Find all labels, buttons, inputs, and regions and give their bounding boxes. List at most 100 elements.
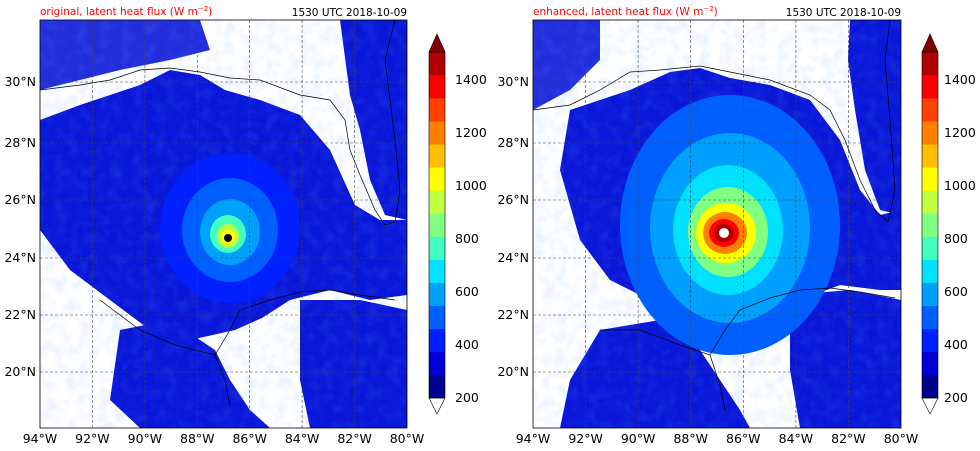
panel-title: enhanced, latent heat flux (W m−2)	[533, 5, 718, 18]
colorbar-frame	[921, 51, 939, 399]
x-tick-label: 88°W	[180, 431, 215, 446]
coastlines	[533, 20, 896, 411]
colorbar-extend-min	[921, 397, 939, 415]
y-tick-label: 28°N	[497, 135, 529, 150]
colorbar-tick-labels: 200 400 600 800 1000 1200 1400	[455, 72, 487, 405]
y-tick-label: 22°N	[4, 307, 36, 322]
colorbar-segment	[429, 236, 445, 260]
colorbar-tick-label: 1200	[944, 125, 976, 140]
latent-heat-flux-field	[533, 20, 901, 428]
colorbar-segment	[922, 328, 938, 353]
x-tick-label: 80°W	[390, 431, 425, 446]
y-tick-labels: 20°N 22°N 24°N 26°N 28°N 30°N	[497, 74, 529, 379]
colorbar-segment	[429, 213, 445, 237]
colorbar-segment	[922, 121, 938, 145]
colorbar-segment	[429, 305, 445, 330]
colorbar-segment	[429, 167, 445, 191]
colorbar-segment	[429, 259, 445, 283]
colorbar-tick-label: 1400	[455, 72, 487, 87]
y-tick-label: 24°N	[497, 250, 529, 265]
y-tick-label: 28°N	[4, 135, 36, 150]
colorbar-segment	[429, 190, 445, 214]
colorbar-segment	[922, 236, 938, 260]
colorbar-tick-label: 200	[944, 390, 968, 405]
x-tick-label: 84°W	[779, 431, 814, 446]
y-tick-labels: 20°N 22°N 24°N 26°N 28°N 30°N	[4, 74, 36, 379]
colorbar-segment	[922, 52, 938, 76]
x-tick-label: 82°W	[831, 431, 866, 446]
colorbar-enhanced	[921, 33, 939, 415]
colorbar-tick-label: 800	[944, 231, 968, 246]
colorbar-segment	[922, 98, 938, 122]
y-tick-label: 26°N	[497, 192, 529, 207]
x-tick-label: 86°W	[232, 431, 267, 446]
colorbar-segment	[429, 374, 445, 399]
y-tick-label: 20°N	[4, 364, 36, 379]
x-tick-labels: 94°W 92°W 90°W 88°W 86°W 84°W 82°W 80°W	[23, 431, 425, 446]
map-frame	[532, 19, 902, 429]
x-tick-label: 84°W	[285, 431, 320, 446]
graticule	[40, 20, 407, 428]
coastlines	[40, 20, 401, 406]
colorbar-segment	[429, 351, 445, 376]
x-tick-label: 90°W	[621, 431, 656, 446]
colorbar-tick-label: 400	[944, 337, 968, 352]
x-tick-label: 94°W	[516, 431, 551, 446]
panel-enhanced: enhanced, latent heat flux (W m−2) 1530 …	[497, 5, 975, 446]
x-tick-label: 86°W	[726, 431, 761, 446]
colorbar-tick-label: 600	[944, 284, 968, 299]
colorbar-segment	[922, 374, 938, 399]
x-tick-label: 82°W	[337, 431, 372, 446]
colorbar-segment	[922, 213, 938, 237]
x-tick-label: 88°W	[673, 431, 708, 446]
y-tick-label: 26°N	[4, 192, 36, 207]
colorbar-tick-label: 1000	[944, 178, 976, 193]
colorbar-original	[428, 33, 446, 415]
colorbar-segment	[429, 52, 445, 76]
y-tick-label: 24°N	[4, 250, 36, 265]
x-tick-label: 90°W	[128, 431, 163, 446]
map-frame	[39, 19, 408, 429]
y-tick-label: 20°N	[497, 364, 529, 379]
colorbar-segment	[922, 351, 938, 376]
latent-heat-flux-field	[40, 20, 407, 428]
y-tick-label: 22°N	[497, 307, 529, 322]
colorbar-segment	[429, 282, 445, 307]
graticule	[533, 20, 901, 428]
colorbar-extend-max	[921, 33, 939, 53]
colorbar-segment	[922, 305, 938, 330]
colorbar-extend-max	[428, 33, 446, 53]
map-original	[40, 20, 407, 428]
colorbar-segment	[429, 98, 445, 122]
colorbar-tick-label: 1200	[455, 125, 487, 140]
colorbar-segment	[922, 167, 938, 191]
colorbar-tick-label: 600	[455, 284, 479, 299]
colorbar-extend-min	[428, 397, 446, 415]
map-enhanced	[533, 20, 901, 428]
panel-title: original, latent heat flux (W m−2)	[40, 5, 212, 18]
colorbar-frame	[428, 51, 446, 399]
colorbar-tick-label: 800	[455, 231, 479, 246]
y-tick-label: 30°N	[4, 74, 36, 89]
colorbar-segment	[922, 75, 938, 99]
x-tick-labels: 94°W 92°W 90°W 88°W 86°W 84°W 82°W 80°W	[516, 431, 919, 446]
colorbar-tick-label: 200	[455, 390, 479, 405]
colorbar-segment	[429, 121, 445, 145]
colorbar-segment	[922, 190, 938, 214]
colorbar-segment	[429, 328, 445, 353]
storm-eye	[719, 228, 729, 238]
x-tick-label: 94°W	[23, 431, 58, 446]
colorbar-segment	[922, 259, 938, 283]
y-tick-label: 30°N	[497, 74, 529, 89]
colorbar-tick-labels: 200 400 600 800 1000 1200 1400	[944, 72, 976, 405]
colorbar-segment	[429, 75, 445, 99]
x-tick-label: 92°W	[75, 431, 110, 446]
colorbar-segment	[429, 144, 445, 168]
x-tick-label: 80°W	[884, 431, 919, 446]
colorbar-tick-label: 400	[455, 337, 479, 352]
colorbar-segment	[922, 144, 938, 168]
x-tick-label: 92°W	[568, 431, 603, 446]
panel-original: original, latent heat flux (W m−2) 1530 …	[4, 5, 486, 446]
panel-timestamp: 1530 UTC 2018-10-09	[292, 7, 407, 19]
